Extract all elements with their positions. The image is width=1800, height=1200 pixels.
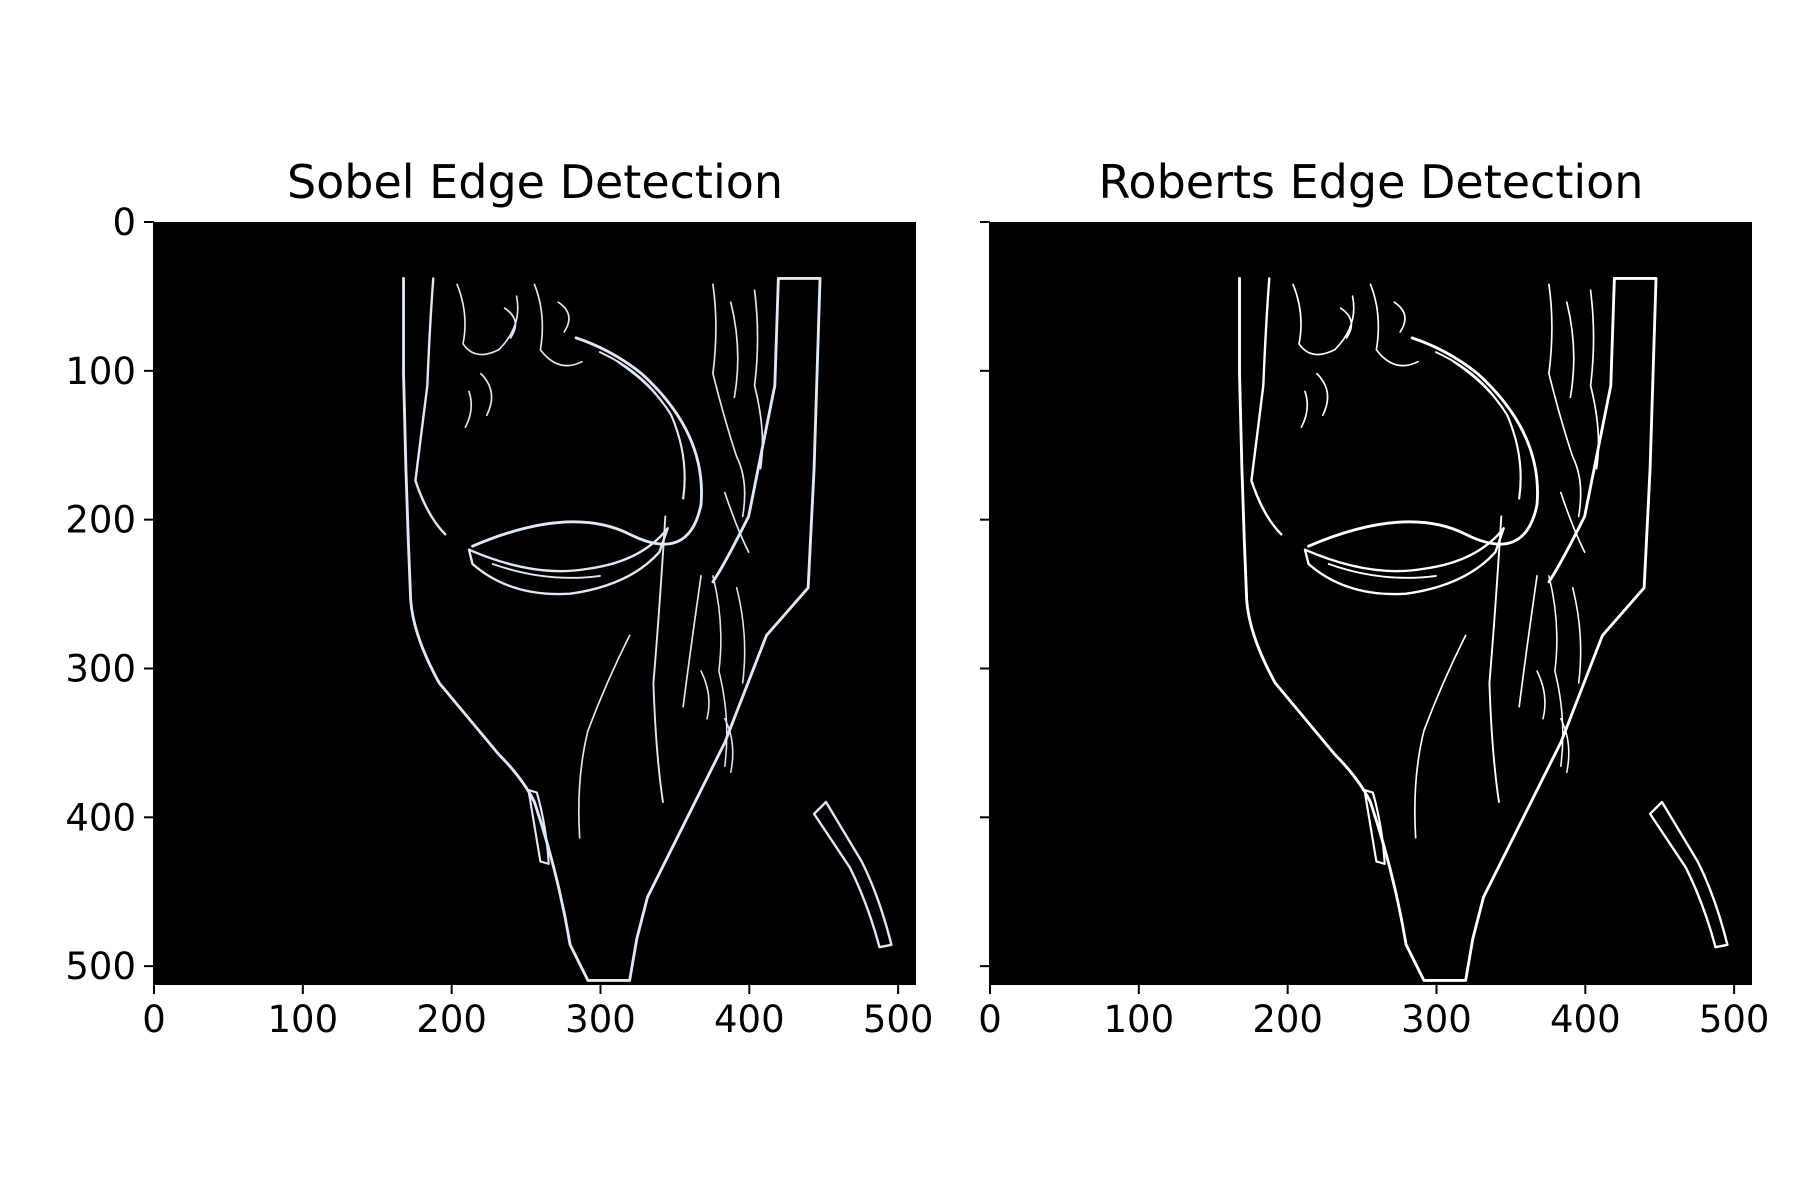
y-tick-label: 500 xyxy=(65,945,136,988)
x-tick-label: 400 xyxy=(1550,998,1621,1041)
panel-title: Sobel Edge Detection xyxy=(287,155,783,209)
x-tick-label: 100 xyxy=(1104,998,1175,1041)
edge-image xyxy=(154,222,916,984)
y-tick-label: 300 xyxy=(65,647,136,690)
x-tick-label: 200 xyxy=(1252,998,1323,1041)
x-tick-label: 0 xyxy=(142,998,166,1041)
x-tick-label: 300 xyxy=(565,998,636,1041)
panel-title: Roberts Edge Detection xyxy=(1099,155,1644,209)
x-tick-label: 500 xyxy=(863,998,934,1041)
x-tick-label: 100 xyxy=(268,998,339,1041)
x-tick-label: 200 xyxy=(416,998,487,1041)
x-tick-label: 0 xyxy=(978,998,1002,1041)
y-tick-label: 0 xyxy=(112,201,136,244)
y-tick-label: 100 xyxy=(65,350,136,393)
y-tick-label: 200 xyxy=(65,499,136,542)
y-tick-label: 400 xyxy=(65,796,136,839)
x-tick-label: 400 xyxy=(714,998,785,1041)
edge-image xyxy=(990,222,1752,984)
panel-2: Roberts Edge Detection 0 100 200 300 400 500 xyxy=(978,155,1769,1041)
x-tick-label: 300 xyxy=(1401,998,1472,1041)
x-tick-label: 500 xyxy=(1699,998,1770,1041)
